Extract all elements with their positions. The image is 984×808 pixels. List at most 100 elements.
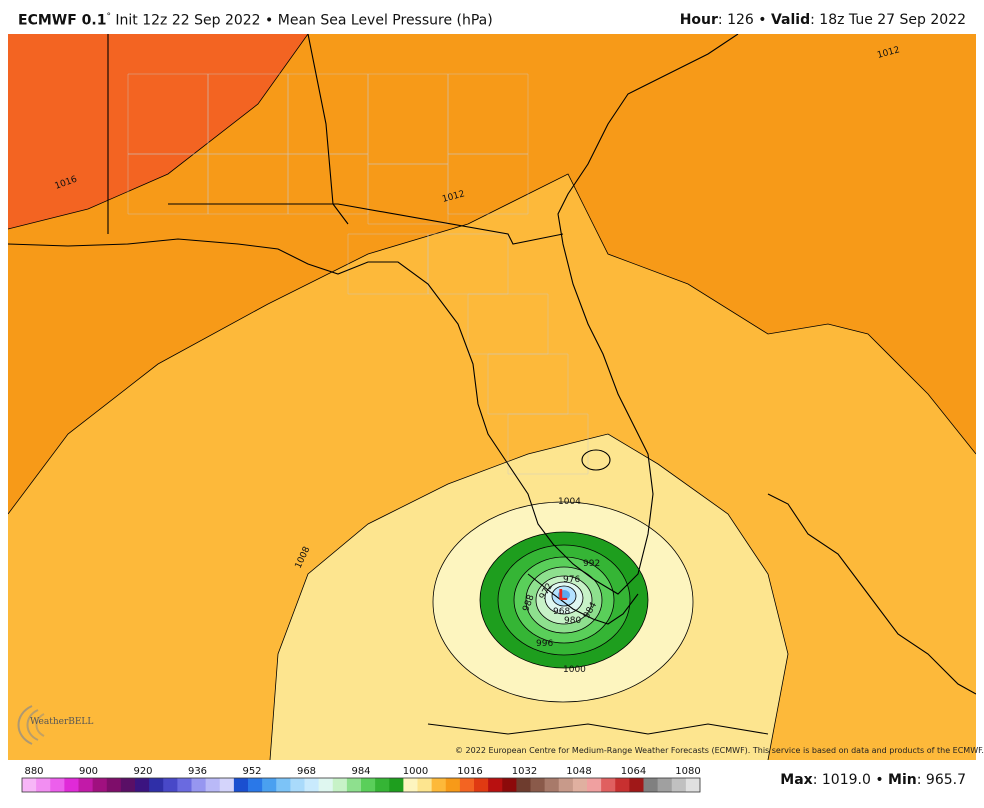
colorbar-tick-label: 1032 <box>512 766 537 777</box>
colorbar-tick-label: 880 <box>24 766 43 777</box>
colorbar-swatch <box>445 778 461 792</box>
colorbar-tick-label: 920 <box>133 766 152 777</box>
colorbar-swatch <box>572 778 588 792</box>
lake-okeechobee <box>581 449 611 471</box>
colorbar-swatch <box>318 778 334 792</box>
colorbar-swatch <box>657 778 673 792</box>
title-bullet: • <box>265 12 274 29</box>
pressure-map: 1016 1012 1012 1008 1004 1000 996 992 98… <box>8 34 976 760</box>
valid-value: : 18z Tue 27 Sep 2022 <box>810 12 966 28</box>
valid-label: Valid <box>770 12 811 28</box>
isobar-label-996: 996 <box>536 639 553 649</box>
colorbar-tick-label: 900 <box>79 766 98 777</box>
colorbar-swatch <box>544 778 560 792</box>
isobar-label-1000: 1000 <box>563 665 586 675</box>
colorbar-swatch <box>474 778 489 792</box>
isobar-980 <box>535 575 593 625</box>
max-value: : 1019.0 <box>812 772 871 788</box>
isobar-label-976: 976 <box>563 575 580 585</box>
colorbar-swatch <box>149 778 164 792</box>
stats-bullet: • <box>875 772 884 788</box>
florida-gulf-atlantic-coast <box>8 34 739 595</box>
colorbar-swatch <box>558 778 574 792</box>
isobar-1016 <box>8 34 309 230</box>
colorbar-swatch <box>389 778 404 792</box>
colorbar-swatch <box>587 778 602 792</box>
isobar-976 <box>544 581 584 615</box>
colorbar-swatch <box>601 778 616 792</box>
colorbar-tick-label: 952 <box>242 766 261 777</box>
colorbar-swatch <box>502 778 517 792</box>
colorbar-swatch <box>191 778 207 792</box>
isobar-996 <box>479 531 649 669</box>
hour-label: Hour <box>679 12 718 28</box>
colorbar-swatch <box>431 778 447 792</box>
state-border-al-ga <box>307 34 349 225</box>
isobar-label-1004: 1004 <box>558 497 581 507</box>
colorbar-swatch <box>459 778 475 792</box>
cuba-coast <box>427 723 769 735</box>
colorbar-swatch <box>106 778 122 792</box>
time-bullet: • <box>758 12 767 28</box>
min-label: Min <box>888 772 917 788</box>
colorbar-swatch <box>403 778 419 792</box>
colorbar-tick-labels: 880 900 920 936 952 968 984 1000 1016 1032 1048 106… <box>24 766 700 777</box>
low-pressure-marker: L <box>558 586 568 604</box>
colorbar-swatch <box>50 778 65 792</box>
bahamas-outline <box>767 493 976 695</box>
isobar-label-968: 968 <box>553 607 570 617</box>
isobar-984 <box>525 566 603 634</box>
colorbar-swatch <box>516 778 532 792</box>
florida-keys <box>527 573 639 625</box>
isobar-1004 <box>269 433 789 760</box>
colorbar-tick-label: 1016 <box>457 766 482 777</box>
colorbar: 880 900 920 936 952 968 984 1000 1016 1032 1048 106… <box>21 766 701 793</box>
colorbar-swatch <box>629 778 645 792</box>
copyright-credit: © 2022 European Centre for Medium-Range … <box>455 746 984 755</box>
isobar-1008 <box>8 173 976 515</box>
isobar-label-992: 992 <box>583 559 600 569</box>
region-1016 <box>8 34 308 229</box>
field-name: Mean Sea Level Pressure (hPa) <box>277 12 493 29</box>
colorbar-tick-label: 968 <box>297 766 316 777</box>
colorbar-swatch <box>685 778 701 792</box>
min-value: : 965.7 <box>916 772 966 788</box>
colorbar-swatch <box>615 778 630 792</box>
state-border-fl-north <box>168 203 564 245</box>
model-name: ECMWF 0.1 <box>18 12 107 29</box>
colorbar-swatch <box>417 778 433 792</box>
colorbar-swatch <box>64 778 80 792</box>
max-label: Max <box>780 772 813 788</box>
colorbar-swatch <box>36 778 51 792</box>
colorbar-frame <box>21 777 701 793</box>
county-lines <box>127 73 589 475</box>
isobar-1000 <box>432 501 694 703</box>
colorbar-swatch <box>233 778 249 792</box>
isobar-972 <box>551 585 577 607</box>
colorbar-tick-label: 1000 <box>403 766 428 777</box>
colorbar-swatch <box>248 778 263 792</box>
colorbar-swatches <box>22 778 701 792</box>
colorbar-swatch <box>346 778 362 792</box>
colorbar-swatch <box>361 778 376 792</box>
colorbar-tick-label: 1064 <box>621 766 646 777</box>
colorbar-tick-label: 1048 <box>566 766 591 777</box>
colorbar-tick-label: 1080 <box>675 766 700 777</box>
degree-symbol: ° <box>106 12 111 22</box>
colorbar-swatch <box>219 778 235 792</box>
colorbar-swatch <box>135 778 150 792</box>
colorbar-swatch <box>163 778 178 792</box>
init-time: Init 12z 22 Sep 2022 <box>115 12 261 29</box>
map-title: ECMWF 0.1° Init 12z 22 Sep 2022 • Mean S… <box>18 12 493 29</box>
colorbar-swatch <box>120 778 136 792</box>
colorbar-swatch <box>22 778 37 792</box>
colorbar-swatch <box>78 778 94 792</box>
colorbar-swatch <box>488 778 503 792</box>
colorbar-swatch <box>276 778 291 792</box>
colorbar-swatch <box>530 778 546 792</box>
isobar-label-980: 980 <box>564 616 581 626</box>
coastlines <box>8 34 976 735</box>
colorbar-swatch <box>290 778 306 792</box>
colorbar-tick-label: 936 <box>188 766 207 777</box>
colorbar-swatch <box>205 778 221 792</box>
